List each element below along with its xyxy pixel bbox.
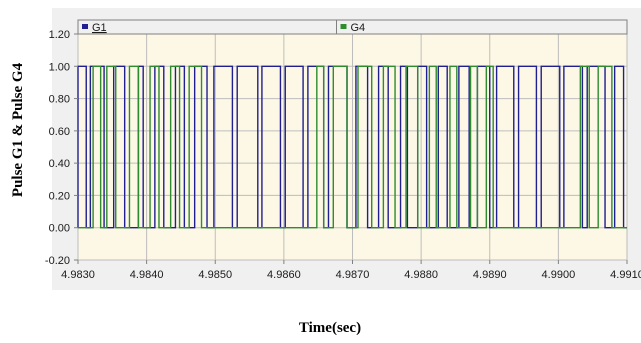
legend-swatch-g1	[82, 24, 88, 29]
y-tick-label: 0.00	[49, 223, 70, 235]
y-tick-label: 1.00	[49, 61, 70, 73]
x-tick-label: 4.9830	[61, 269, 95, 281]
y-axis-title: Pulse G1 & Pulse G4	[10, 62, 26, 197]
y-tick-label: 0.80	[49, 94, 70, 106]
axes: 1.20 1.00 0.80 0.60 0.40 0.20 0.00 -0.20 4.9830 4…	[45, 29, 641, 281]
x-tick-label: 4.9860	[267, 269, 301, 281]
x-tick-label: 4.9840	[130, 269, 164, 281]
y-tick-label: 1.20	[49, 29, 70, 41]
x-tick-label: 4.9900	[542, 269, 576, 281]
legend-label-g4[interactable]: G4	[351, 22, 366, 34]
legend-label-g1[interactable]: G1	[92, 22, 107, 34]
y-tick-label: 0.60	[49, 126, 70, 138]
x-tick-label: 4.9850	[198, 269, 232, 281]
series-layer	[77, 65, 627, 229]
series-line-g4	[78, 65, 627, 229]
y-tick-label: 0.20	[49, 190, 70, 202]
legend[interactable]: G1 G4	[77, 19, 628, 35]
x-axis-title: Time(sec)	[299, 320, 361, 336]
x-tick-label: 4.9880	[404, 269, 438, 281]
x-tick-label: 4.9870	[336, 269, 370, 281]
x-tick-label: 4.9890	[473, 269, 507, 281]
x-tick-label: 4.9910	[610, 269, 641, 281]
y-tick-label: 0.40	[49, 158, 70, 170]
legend-box	[77, 19, 628, 35]
legend-swatch-g4	[340, 24, 347, 29]
y-tick-label: -0.20	[45, 255, 70, 267]
